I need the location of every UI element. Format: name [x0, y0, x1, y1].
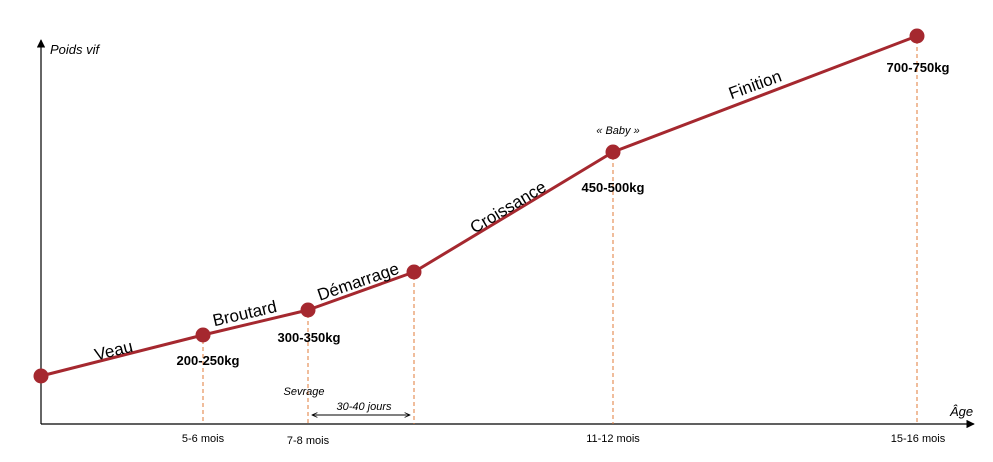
- marker-finition: [909, 28, 925, 44]
- weight-label-200-250: 200-250kg: [177, 353, 240, 368]
- marker-sevrage: [300, 302, 316, 318]
- age-tick-7-8-mois: 7-8 mois: [287, 435, 330, 447]
- phase-label-croissance: Croissance: [467, 177, 550, 237]
- marker-start: [33, 368, 49, 384]
- baby-label: « Baby »: [596, 125, 639, 137]
- weight-label-700-750: 700-750kg: [887, 60, 950, 75]
- age-tick-15-16-mois: 15-16 mois: [891, 433, 946, 445]
- x-axis-title: Âge: [949, 404, 973, 419]
- marker-broutard: [195, 327, 211, 343]
- duration-label: 30-40 jours: [336, 401, 392, 413]
- marker-demarrage: [406, 264, 422, 280]
- guide-lines: [202, 40, 918, 424]
- y-axis-title: Poids vif: [50, 42, 101, 57]
- age-tick-5-6-mois: 5-6 mois: [182, 433, 225, 445]
- weaning-label: Sevrage: [284, 386, 325, 398]
- marker-baby: [605, 144, 621, 160]
- age-tick-11-12-mois: 11-12 mois: [586, 433, 640, 445]
- markers: [33, 28, 925, 384]
- weight-label-300-350: 300-350kg: [278, 330, 341, 345]
- growth-curve: [40, 34, 918, 378]
- weight-label-450-500: 450-500kg: [582, 180, 645, 195]
- phase-label-veau: Veau: [93, 337, 135, 365]
